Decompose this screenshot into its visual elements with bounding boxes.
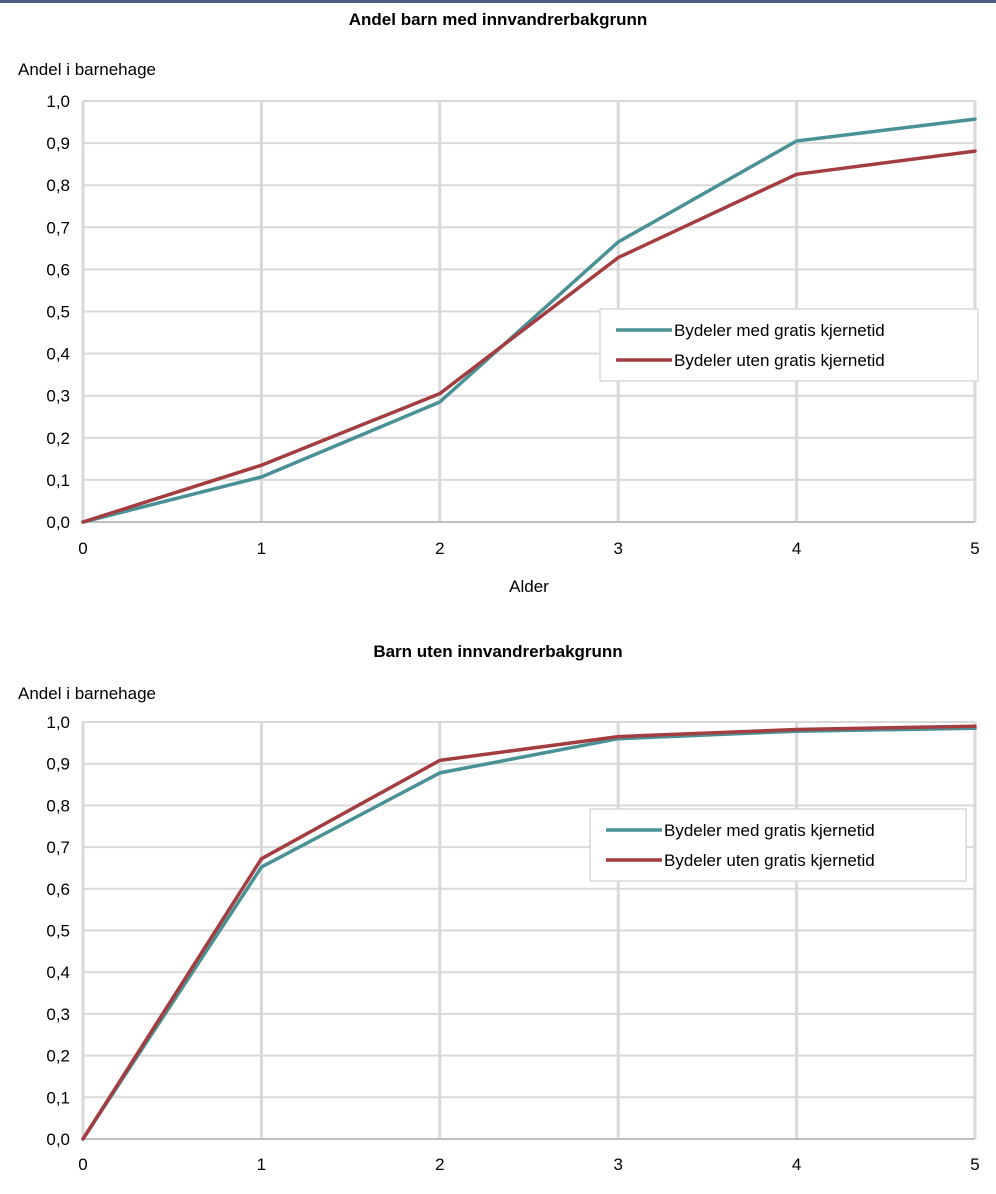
y-tick-label: 0,0 — [46, 1130, 70, 1149]
top-rule — [0, 0, 996, 3]
y-tick-label: 0,6 — [46, 880, 70, 899]
y-tick-label: 0,4 — [46, 345, 70, 364]
x-tick-label: 3 — [613, 539, 622, 558]
y-tick-label: 0,6 — [46, 260, 70, 279]
legend-label: Bydeler med gratis kjernetid — [664, 821, 875, 840]
y-tick-label: 0,1 — [46, 1088, 70, 1107]
x-axis-title: Alder — [509, 1191, 549, 1194]
y-tick-label: 0,3 — [46, 387, 70, 406]
y-tick-label: 0,0 — [46, 513, 70, 532]
y-tick-label: 1,0 — [46, 92, 70, 111]
chart-title: Andel barn med innvandrerbakgrunn — [349, 10, 648, 29]
y-tick-label: 0,7 — [46, 218, 70, 237]
legend-label: Bydeler uten gratis kjernetid — [674, 351, 885, 370]
x-tick-label: 2 — [435, 539, 444, 558]
x-tick-label: 5 — [970, 539, 979, 558]
y-tick-label: 0,8 — [46, 796, 70, 815]
y-tick-label: 0,2 — [46, 1047, 70, 1066]
y-tick-label: 0,7 — [46, 838, 70, 857]
x-tick-label: 4 — [792, 539, 801, 558]
x-tick-label: 0 — [78, 1155, 87, 1174]
y-tick-label: 1,0 — [46, 713, 70, 732]
y-tick-label: 0,1 — [46, 471, 70, 490]
x-tick-label: 3 — [613, 1155, 622, 1174]
x-axis-title: Alder — [509, 577, 549, 596]
x-tick-label: 5 — [970, 1155, 979, 1174]
x-tick-label: 2 — [435, 1155, 444, 1174]
x-tick-label: 4 — [792, 1155, 801, 1174]
chart-immigrant-background: Andel barn med innvandrerbakgrunn Andel i… — [18, 10, 980, 596]
legend-box — [599, 308, 979, 382]
series-line-med-gratis — [81, 726, 977, 1141]
y-tick-label: 0,2 — [46, 429, 70, 448]
y-tick-label: 0,5 — [46, 303, 70, 322]
y-tick-label: 0,4 — [46, 963, 70, 982]
y-axis-title: Andel i barnehage — [18, 684, 156, 703]
y-axis-title: Andel i barnehage — [18, 60, 156, 79]
series-line-uten-gratis — [81, 149, 977, 524]
y-tick-label: 0,8 — [46, 176, 70, 195]
x-tick-label: 1 — [257, 539, 266, 558]
x-tick-label: 0 — [78, 539, 87, 558]
y-tick-label: 0,9 — [46, 134, 70, 153]
y-tick-label: 0,3 — [46, 1005, 70, 1024]
legend-label: Bydeler med gratis kjernetid — [674, 321, 885, 340]
series-line-med-gratis — [81, 117, 977, 524]
series-line-uten-gratis — [81, 724, 977, 1141]
y-tick-label: 0,9 — [46, 755, 70, 774]
legend-box — [589, 808, 967, 882]
x-tick-label: 1 — [257, 1155, 266, 1174]
chart-title: Barn uten innvandrerbakgrunn — [373, 642, 622, 661]
chart-no-immigrant-background: Barn uten innvandrerbakgrunn Andel i barn… — [18, 642, 980, 1194]
y-tick-label: 0,5 — [46, 922, 70, 941]
legend-label: Bydeler uten gratis kjernetid — [664, 851, 875, 870]
